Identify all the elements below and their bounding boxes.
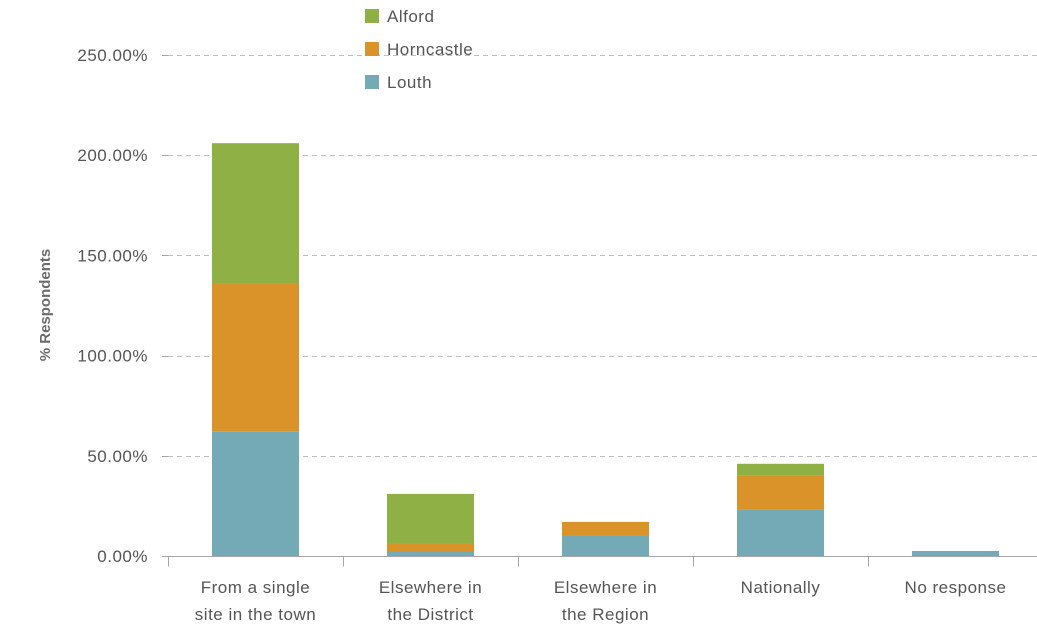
bar-segment-louth	[562, 535, 649, 556]
legend-label-alford: Alford	[387, 7, 434, 26]
y-tick-label: 100.00%	[77, 347, 148, 366]
legend-swatch-louth	[365, 75, 379, 89]
x-category-labels: From a single site in the town Elsewhere i…	[195, 578, 1007, 624]
bar-segment-louth	[212, 431, 299, 556]
x-category-label: the Region	[562, 605, 649, 624]
y-tick-label: 200.00%	[77, 146, 148, 165]
bar-segment-horncastle	[737, 475, 824, 510]
y-tick-labels: 0.00% 50.00% 100.00% 150.00% 200.00% 250.00%	[77, 46, 148, 566]
bar-segment-horncastle	[387, 543, 474, 552]
x-category-label: From a single	[201, 578, 310, 597]
axes	[162, 55, 1037, 567]
bar-segment-alford	[737, 463, 824, 476]
bar-segment-louth	[737, 509, 824, 556]
y-axis-title: % Respondents	[37, 249, 54, 362]
x-category-label: site in the town	[195, 605, 316, 624]
y-tick-label: 0.00%	[97, 547, 148, 566]
x-category-label: Nationally	[741, 578, 821, 597]
bar-segment-alford	[212, 143, 299, 284]
bars	[212, 143, 999, 556]
y-tick-label: 50.00%	[87, 447, 148, 466]
x-category-label: Elsewhere in	[554, 578, 657, 597]
bar-segment-louth	[912, 550, 999, 556]
x-category-label: the District	[387, 605, 473, 624]
bar-segment-horncastle	[562, 521, 649, 536]
y-tick-label: 250.00%	[77, 46, 148, 65]
legend: Alford Horncastle Louth	[365, 7, 473, 92]
bar-segment-horncastle	[212, 283, 299, 432]
bar-segment-louth	[387, 551, 474, 556]
legend-swatch-alford	[365, 9, 379, 23]
bar-segment-alford	[387, 493, 474, 544]
legend-swatch-horncastle	[365, 42, 379, 56]
legend-label-horncastle: Horncastle	[387, 40, 473, 59]
legend-label-louth: Louth	[387, 73, 432, 92]
y-tick-label: 150.00%	[77, 246, 148, 265]
gridlines	[168, 55, 1037, 457]
x-category-label: Elsewhere in	[379, 578, 482, 597]
x-category-label: No response	[905, 578, 1007, 597]
